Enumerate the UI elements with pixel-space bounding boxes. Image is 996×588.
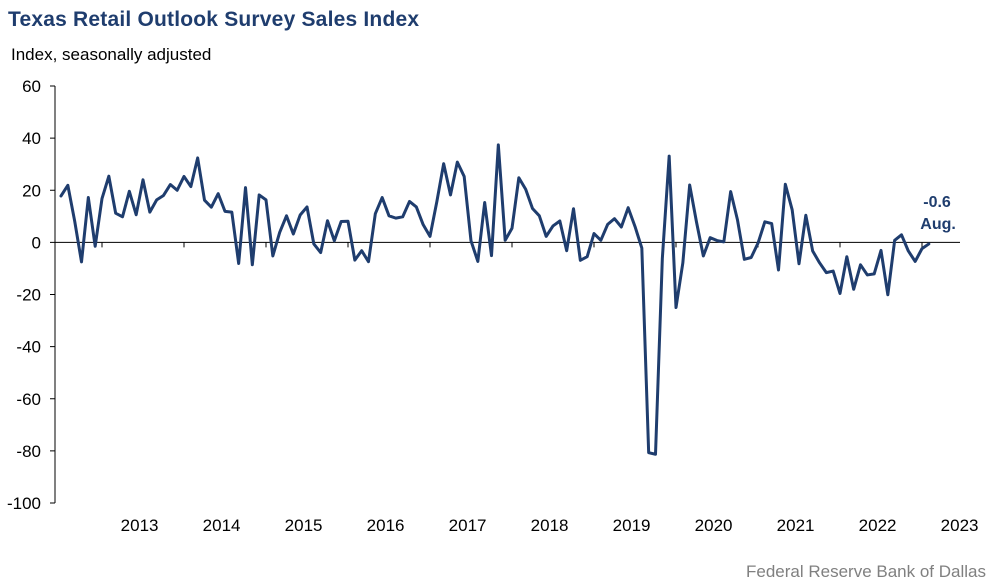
y-tick-label: 40 — [22, 129, 41, 148]
x-tick-label: 2020 — [695, 516, 733, 535]
chart-subtitle: Index, seasonally adjusted — [11, 45, 212, 64]
y-tick-label: -100 — [7, 494, 41, 513]
y-axis-ticks: 60 40 20 0 -20 -40 -60 -80 -100 — [7, 77, 55, 513]
y-tick-label: -80 — [16, 442, 41, 461]
x-tick-label: 2013 — [121, 516, 159, 535]
data-points — [60, 144, 929, 455]
latest-month-label: Aug. — [920, 216, 956, 233]
y-tick-label: -60 — [16, 390, 41, 409]
x-tick-label: 2014 — [203, 516, 241, 535]
y-tick-label: -40 — [16, 338, 41, 357]
x-axis-ticks: 2013 2014 2015 2016 2017 2018 2019 2020 2021 2022… — [101, 242, 979, 535]
axes — [54, 86, 960, 503]
y-tick-label: 0 — [32, 233, 41, 252]
x-tick-label: 2022 — [859, 516, 897, 535]
x-tick-label: 2021 — [777, 516, 815, 535]
chart-title: Texas Retail Outlook Survey Sales Index — [8, 8, 420, 31]
x-tick-label: 2016 — [367, 516, 405, 535]
x-tick-label: 2019 — [613, 516, 651, 535]
y-tick-label: 20 — [22, 181, 41, 200]
x-tick-label: 2018 — [531, 516, 569, 535]
y-tick-label: 60 — [22, 77, 41, 96]
source-note: Federal Reserve Bank of Dallas — [745, 562, 986, 581]
y-tick-label: -20 — [16, 286, 41, 305]
x-tick-label: 2015 — [285, 516, 323, 535]
latest-value-label: -0.6 — [923, 194, 951, 211]
sales-index-line — [59, 143, 931, 456]
x-tick-label: 2017 — [449, 516, 487, 535]
x-tick-label: 2023 — [941, 516, 979, 535]
